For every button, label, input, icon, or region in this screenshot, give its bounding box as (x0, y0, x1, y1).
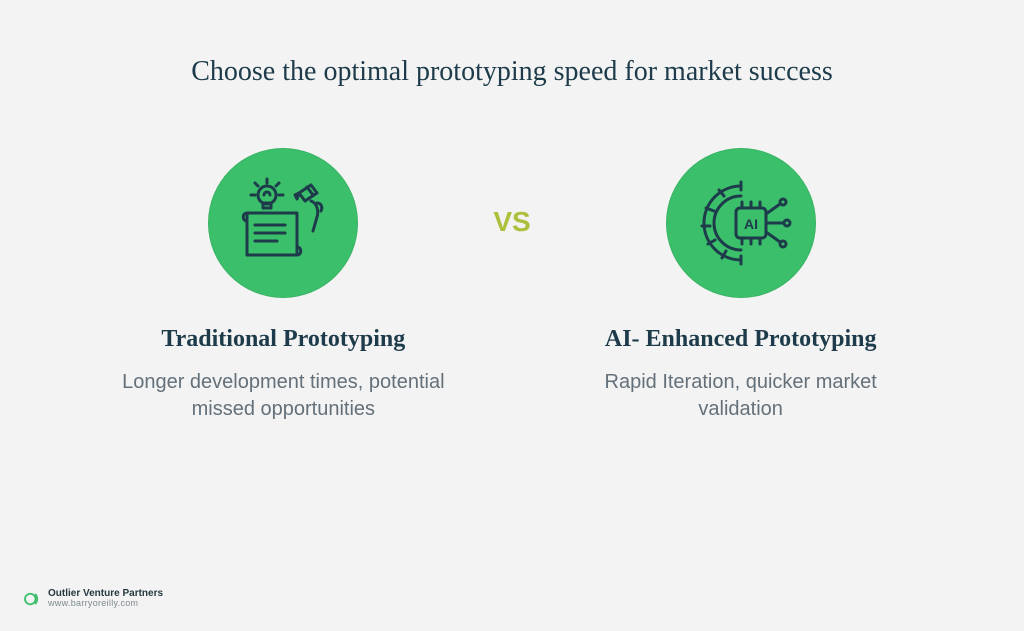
footer-url: www.barryoreilly.com (48, 599, 163, 609)
footer-text: Outlier Venture Partners www.barryoreill… (48, 588, 163, 609)
ai-gear-svg: AI (686, 168, 796, 278)
left-title: Traditional Prototyping (113, 326, 453, 353)
blueprint-svg (233, 173, 333, 273)
page-title: Choose the optimal prototyping speed for… (0, 0, 1024, 88)
right-title: AI- Enhanced Prototyping (571, 326, 911, 353)
comparison-row: Traditional Prototyping Longer developme… (0, 148, 1024, 423)
blueprint-drafting-icon (208, 148, 358, 298)
outlier-logo-icon (22, 590, 40, 608)
ai-gear-chip-icon: AI (666, 148, 816, 298)
right-column: AI AI- Enhanced Proto (571, 148, 911, 423)
footer: Outlier Venture Partners www.barryoreill… (22, 588, 163, 609)
right-body: Rapid Iteration, quicker market validati… (571, 369, 911, 423)
vs-label: VS (493, 206, 530, 238)
left-column: Traditional Prototyping Longer developme… (113, 148, 453, 423)
svg-text:AI: AI (744, 216, 758, 232)
left-body: Longer development times, potential miss… (113, 369, 453, 423)
